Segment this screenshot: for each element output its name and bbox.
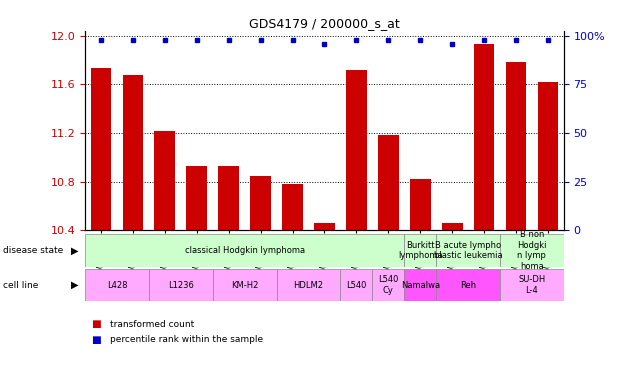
Bar [378, 136, 399, 230]
Text: Namalwa: Namalwa [401, 281, 440, 290]
Text: classical Hodgkin lymphoma: classical Hodgkin lymphoma [185, 246, 305, 255]
Bar [404, 234, 436, 267]
Bar [282, 184, 303, 230]
Bar [474, 44, 495, 230]
Bar [404, 269, 436, 301]
Text: SU-DH
L-4: SU-DH L-4 [518, 275, 546, 295]
Bar [346, 70, 367, 230]
Text: ▶: ▶ [71, 245, 79, 256]
Bar [154, 131, 175, 230]
Bar [219, 166, 239, 230]
Text: Burkitt
lymphoma: Burkitt lymphoma [398, 241, 442, 260]
Bar [537, 82, 558, 230]
Bar [372, 269, 404, 301]
Text: B acute lympho
blastic leukemia: B acute lympho blastic leukemia [434, 241, 502, 260]
Title: GDS4179 / 200000_s_at: GDS4179 / 200000_s_at [249, 17, 400, 30]
Bar [506, 62, 526, 230]
Text: ▶: ▶ [71, 280, 79, 290]
Bar [410, 179, 430, 230]
Text: percentile rank within the sample: percentile rank within the sample [110, 335, 263, 344]
Text: HDLM2: HDLM2 [294, 281, 323, 290]
Bar [85, 269, 149, 301]
Text: disease state: disease state [3, 246, 64, 255]
Bar [123, 74, 143, 230]
Bar [186, 166, 207, 230]
Text: ■: ■ [91, 335, 101, 345]
Text: transformed count: transformed count [110, 320, 195, 329]
Bar [436, 234, 500, 267]
Bar [500, 269, 564, 301]
Bar [442, 223, 462, 230]
Text: L540
Cy: L540 Cy [378, 275, 399, 295]
Bar [85, 234, 404, 267]
Bar [213, 269, 277, 301]
Bar [314, 223, 335, 230]
Text: L540: L540 [346, 281, 367, 290]
Bar [277, 269, 340, 301]
Bar [500, 234, 564, 267]
Text: ■: ■ [91, 319, 101, 329]
Bar [149, 269, 213, 301]
Bar [340, 269, 372, 301]
Bar [436, 269, 500, 301]
Text: L428: L428 [106, 281, 127, 290]
Text: B non
Hodgki
n lymp
homa: B non Hodgki n lymp homa [517, 230, 547, 271]
Text: KM-H2: KM-H2 [231, 281, 258, 290]
Text: Reh: Reh [460, 281, 476, 290]
Text: cell line: cell line [3, 281, 38, 290]
Text: L1236: L1236 [168, 281, 194, 290]
Bar [250, 175, 271, 230]
Bar [91, 68, 112, 230]
